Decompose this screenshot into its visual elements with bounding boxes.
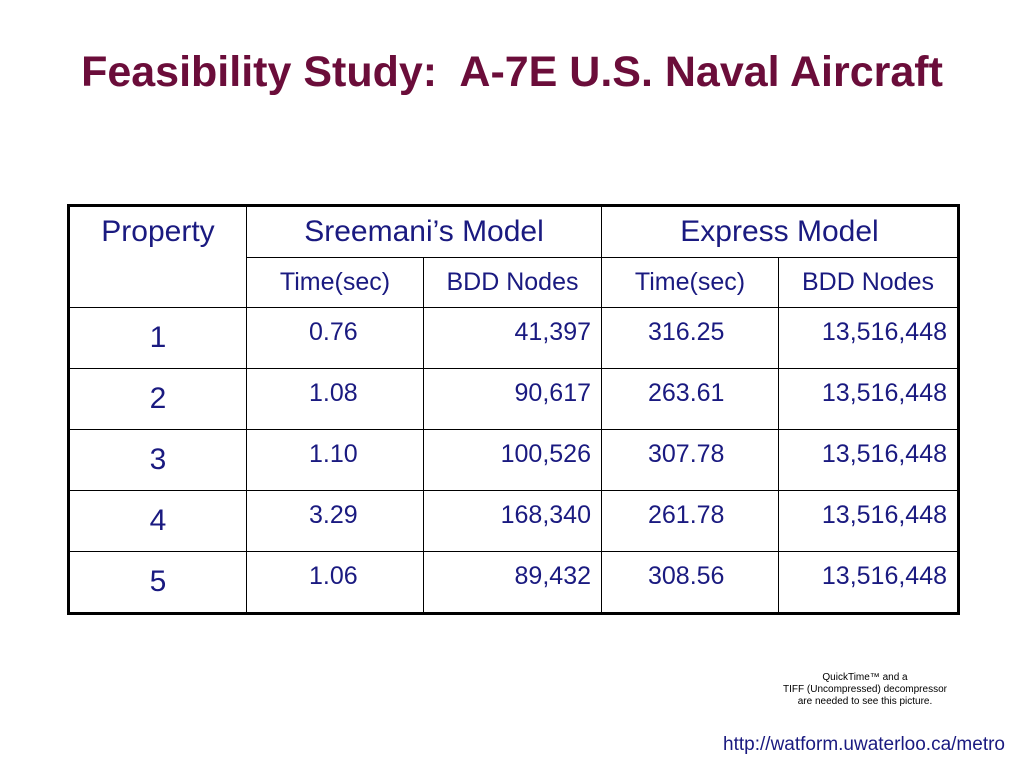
header-sreemani-nodes: BDD Nodes bbox=[423, 257, 602, 308]
cell-property: 4 bbox=[68, 490, 247, 552]
cell-express-nodes: 13,516,448 bbox=[777, 551, 960, 614]
cell-sreemani-time: 0.76 bbox=[246, 307, 424, 369]
table-row: 1 0.76 41,397 316.25 13,516,448 bbox=[68, 307, 960, 369]
cell-express-nodes: 13,516,448 bbox=[777, 307, 960, 369]
table-row: 5 1.06 89,432 308.56 13,516,448 bbox=[68, 551, 960, 614]
quicktime-line-2: TIFF (Uncompressed) decompressor bbox=[783, 684, 947, 695]
cell-express-time: 307.78 bbox=[601, 429, 779, 491]
cell-sreemani-time: 3.29 bbox=[246, 490, 424, 552]
cell-express-time: 263.61 bbox=[601, 368, 779, 430]
cell-express-time: 261.78 bbox=[601, 490, 779, 552]
cell-sreemani-time: 1.08 bbox=[246, 368, 424, 430]
cell-express-time: 316.25 bbox=[601, 307, 779, 369]
cell-sreemani-nodes: 168,340 bbox=[423, 490, 602, 552]
results-table: Property Sreemani’s Model Express Model … bbox=[67, 204, 961, 615]
cell-express-nodes: 13,516,448 bbox=[777, 429, 960, 491]
cell-property: 5 bbox=[68, 551, 247, 614]
cell-property: 1 bbox=[68, 307, 247, 369]
cell-express-nodes: 13,516,448 bbox=[777, 490, 960, 552]
cell-sreemani-time: 1.10 bbox=[246, 429, 424, 491]
cell-property: 3 bbox=[68, 429, 247, 491]
header-property: Property bbox=[68, 205, 247, 308]
cell-property: 2 bbox=[68, 368, 247, 430]
table-header-row: Property Sreemani’s Model Express Model bbox=[68, 205, 960, 308]
cell-express-nodes: 13,516,448 bbox=[777, 368, 960, 430]
cell-sreemani-nodes: 89,432 bbox=[423, 551, 602, 614]
cell-sreemani-nodes: 90,617 bbox=[423, 368, 602, 430]
source-url-link[interactable]: http://watform.uwaterloo.ca/metro bbox=[723, 734, 1005, 755]
header-express-nodes: BDD Nodes bbox=[777, 257, 960, 308]
slide-title: Feasibility Study: A-7E U.S. Naval Aircr… bbox=[81, 48, 943, 96]
header-sreemani-model: Sreemani’s Model bbox=[246, 205, 602, 258]
cell-express-time: 308.56 bbox=[601, 551, 779, 614]
cell-sreemani-nodes: 41,397 bbox=[423, 307, 602, 369]
header-sreemani-time: Time(sec) bbox=[246, 257, 424, 308]
header-express-time: Time(sec) bbox=[601, 257, 779, 308]
table-row: 4 3.29 168,340 261.78 13,516,448 bbox=[68, 490, 960, 552]
table-row: 2 1.08 90,617 263.61 13,516,448 bbox=[68, 368, 960, 430]
cell-sreemani-time: 1.06 bbox=[246, 551, 424, 614]
quicktime-placeholder: QuickTime™ and a TIFF (Uncompressed) dec… bbox=[760, 672, 970, 708]
table-row: 3 1.10 100,526 307.78 13,516,448 bbox=[68, 429, 960, 491]
quicktime-line-1: QuickTime™ and a bbox=[822, 672, 908, 683]
cell-sreemani-nodes: 100,526 bbox=[423, 429, 602, 491]
quicktime-line-3: are needed to see this picture. bbox=[797, 696, 933, 707]
header-express-model: Express Model bbox=[600, 205, 960, 258]
